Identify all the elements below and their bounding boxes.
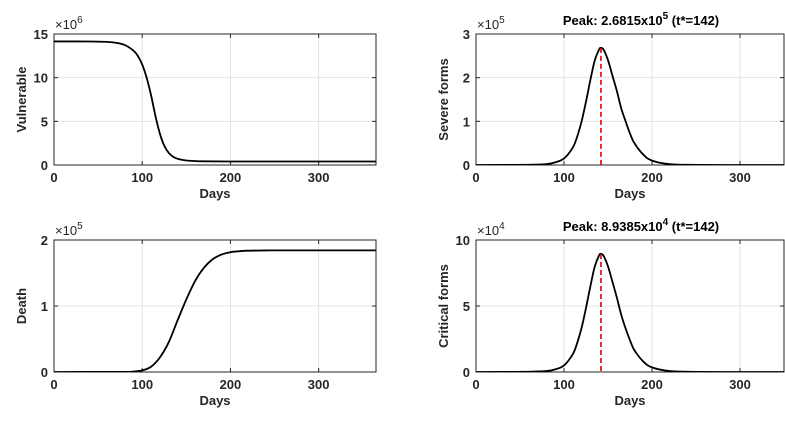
x-tick-label: 100 <box>131 170 153 185</box>
x-axis-label: Days <box>614 393 645 408</box>
y-tick-label: 0 <box>41 158 48 173</box>
y-exponent-label: ×104 <box>477 221 505 238</box>
series-line <box>476 46 784 165</box>
y-axis-label: Critical forms <box>436 264 451 348</box>
y-tick-label: 2 <box>463 71 470 86</box>
subplot-title: Peak: 8.9385x104 (t*=142) <box>563 217 719 234</box>
x-tick-label: 200 <box>641 170 663 185</box>
y-exponent-power: 5 <box>499 15 505 26</box>
title-prefix: Peak: 2.6815x10 <box>563 13 663 28</box>
y-tick-label: 10 <box>456 233 470 248</box>
x-tick-label: 0 <box>50 170 57 185</box>
subplot-3: 0 100 200 300 0 1 2 Days Death ×105 <box>14 221 377 408</box>
axes-frame <box>475 33 785 166</box>
y-exponent-label: ×105 <box>477 15 505 32</box>
y-exponent-power: 4 <box>499 221 505 232</box>
y-exponent-label: ×105 <box>55 221 83 238</box>
subplot-2: 0 100 200 300 0 1 2 3 Days Severe forms ×105 Peak: … <box>436 11 785 201</box>
subplot-4: 0 100 200 300 0 5 10 Days Critical forms ×104 Peak… <box>436 217 785 408</box>
y-tick-label: 1 <box>463 114 470 129</box>
x-tick-label: 100 <box>131 377 153 392</box>
title-suffix: (t*=142) <box>668 219 719 234</box>
x-tick-label: 100 <box>553 377 575 392</box>
subplot-1: 0 100 200 300 0 5 10 15 Days Vulnerable ×106 <box>14 15 377 201</box>
subplot-title: Peak: 2.6815x105 (t*=142) <box>563 11 719 28</box>
y-tick-label: 1 <box>41 299 48 314</box>
y-tick-label: 5 <box>463 299 470 314</box>
y-axis-label: Severe forms <box>436 58 451 140</box>
title-power: 4 <box>663 217 669 228</box>
x-tick-label: 300 <box>729 170 751 185</box>
x-axis-label: Days <box>614 186 645 201</box>
x-tick-label: 100 <box>553 170 575 185</box>
x-tick-label: 300 <box>308 170 330 185</box>
y-tick-label: 5 <box>41 114 48 129</box>
y-tick-label: 2 <box>41 233 48 248</box>
x-tick-label: 200 <box>220 377 242 392</box>
x-tick-label: 300 <box>729 377 751 392</box>
y-tick-label: 10 <box>34 71 48 86</box>
title-prefix: Peak: 8.9385x10 <box>563 219 663 234</box>
series-line <box>54 249 376 372</box>
x-tick-label: 0 <box>50 377 57 392</box>
x-tick-label: 0 <box>472 377 479 392</box>
y-axis-label: Death <box>14 288 29 324</box>
x-tick-label: 300 <box>308 377 330 392</box>
x-tick-label: 0 <box>472 170 479 185</box>
x-axis-label: Days <box>199 186 230 201</box>
series-line <box>54 40 376 163</box>
y-exponent-power: 6 <box>77 15 83 26</box>
title-power: 5 <box>663 11 669 22</box>
y-tick-label: 0 <box>41 365 48 380</box>
title-suffix: (t*=142) <box>668 13 719 28</box>
y-tick-label: 0 <box>463 365 470 380</box>
y-exponent-label: ×106 <box>55 15 83 32</box>
y-exponent-power: 5 <box>77 221 83 232</box>
y-axis-label: Vulnerable <box>14 67 29 133</box>
x-axis-label: Days <box>199 393 230 408</box>
series-line <box>476 252 784 372</box>
y-tick-label: 3 <box>463 27 470 42</box>
x-tick-label: 200 <box>220 170 242 185</box>
x-tick-label: 200 <box>641 377 663 392</box>
y-tick-label: 15 <box>34 27 48 42</box>
y-tick-label: 0 <box>463 158 470 173</box>
axes-frame <box>53 33 377 166</box>
